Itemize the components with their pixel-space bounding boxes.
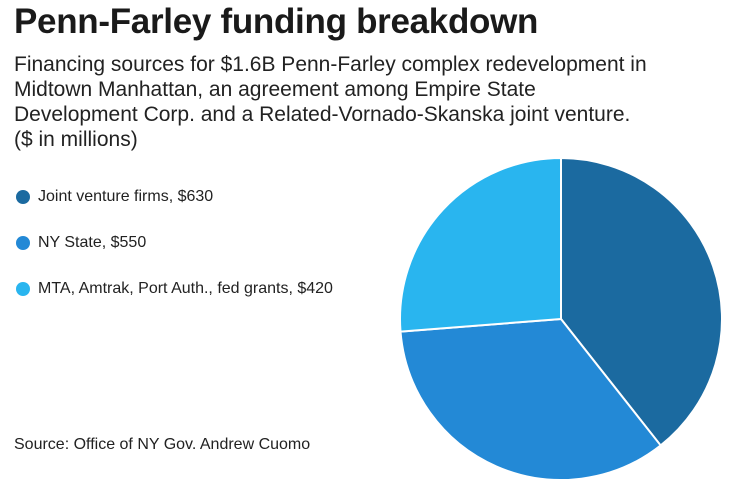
legend-item-transit-grants: MTA, Amtrak, Port Auth., fed grants, $42… <box>16 278 333 300</box>
pie-slice-transit-grants <box>399 157 562 333</box>
legend-swatch-transit-grants <box>16 282 30 296</box>
pie-slices <box>399 157 723 481</box>
pie-slice-joint-venture <box>560 157 723 447</box>
legend-label-ny-state: NY State, $550 <box>38 234 147 251</box>
legend-swatch-joint-venture <box>16 190 30 204</box>
legend-label-joint-venture: Joint venture firms, $630 <box>38 188 214 205</box>
pie-chart <box>399 157 723 481</box>
pie-slice-ny-state <box>399 318 662 481</box>
legend-item-joint-venture: Joint venture firms, $630 <box>16 186 333 208</box>
legend-swatch-ny-state <box>16 236 30 250</box>
chart-title: Penn-Farley funding breakdown <box>14 2 539 41</box>
chart-subtitle: Financing sources for $1.6B Penn-Farley … <box>14 53 647 151</box>
chart-legend: Joint venture firms, $630 NY State, $550… <box>16 186 333 324</box>
legend-item-ny-state: NY State, $550 <box>16 232 333 254</box>
chart-source: Source: Office of NY Gov. Andrew Cuomo <box>14 436 311 453</box>
legend-label-transit-grants: MTA, Amtrak, Port Auth., fed grants, $42… <box>38 280 333 297</box>
